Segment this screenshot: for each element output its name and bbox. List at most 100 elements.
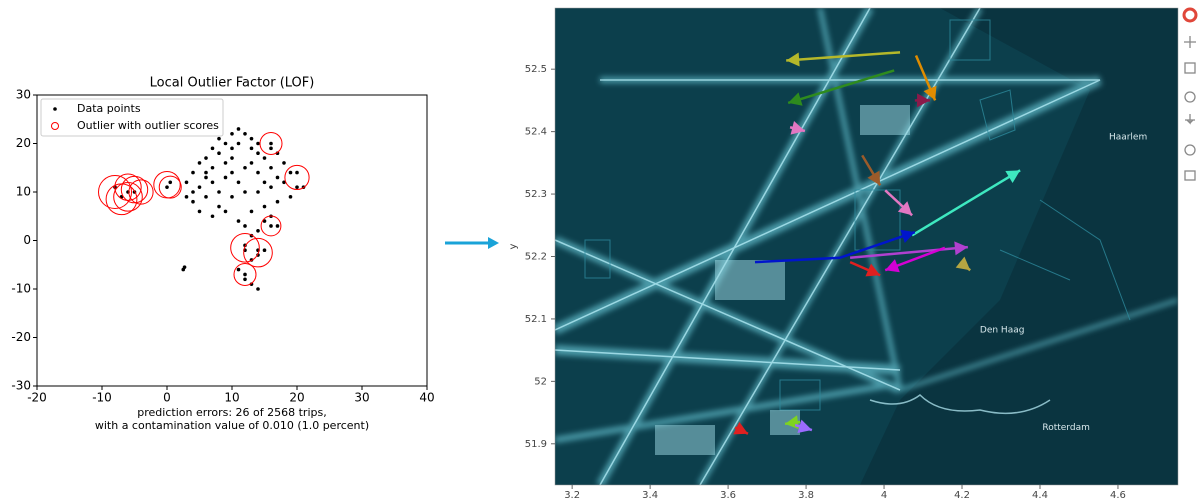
data-point [185,195,189,199]
data-point [256,287,260,291]
data-point [217,151,221,155]
data-point [217,190,221,194]
data-point [237,142,241,146]
data-point [269,142,273,146]
wheel-zoom-tool[interactable] [1185,92,1195,102]
data-point [256,171,260,175]
data-point [256,190,260,194]
connector-arrow [445,237,499,249]
x-tick-label: -20 [27,391,47,405]
screenshot: Local Outlier Factor (LOF)-20-1001020304… [0,0,1200,500]
data-point [198,210,202,214]
data-point [250,161,254,165]
x-tick-label: 10 [224,391,239,405]
y-tick-label: 51.9 [525,439,547,450]
x-axis-label: with a contamination value of 0.010 (1.0… [95,419,369,432]
data-point [230,132,234,136]
x-tick-label: 3.6 [720,490,736,500]
y-tick-label: 52.5 [525,64,547,75]
data-point [204,195,208,199]
data-point [204,176,208,180]
data-point [204,156,208,160]
data-point [289,171,293,175]
place-label: Haarlem [1109,133,1147,143]
data-point [282,161,286,165]
data-point [295,185,299,189]
y-tick-label: 52 [534,376,547,387]
x-tick-label: 3.2 [564,490,580,500]
data-point [191,190,195,194]
x-tick-label: 0 [163,391,171,405]
box-zoom-tool[interactable] [1185,63,1195,73]
data-point [276,176,280,180]
data-point [168,181,172,185]
y-tick-label: 52.3 [525,189,547,200]
x-tick-label: 4 [881,490,887,500]
y-tick-label: 52.1 [525,314,547,325]
map-toolbar [1184,9,1196,180]
data-point [263,156,267,160]
data-point [191,171,195,175]
data-point [263,181,267,185]
data-point [243,132,247,136]
data-point [276,200,280,204]
data-point [250,210,254,214]
hover-tool[interactable] [1185,171,1195,180]
y-tick-label: -20 [11,330,31,344]
x-tick-label: 4.2 [954,490,970,500]
data-point [183,265,187,269]
data-point [224,176,228,180]
data-point [165,185,169,189]
x-tick-label: 20 [289,391,304,405]
data-point [256,151,260,155]
data-point [243,190,247,194]
y-tick-label: 0 [23,233,31,247]
logo [1184,9,1196,21]
y-tick-label: 52.2 [525,251,547,262]
y-tick-label: 20 [16,136,31,150]
x-tick-label: 30 [354,391,369,405]
x-tick-label: 3.4 [642,490,658,500]
data-point [256,229,260,233]
x-tick-label: 4.4 [1032,490,1048,500]
data-point [237,219,241,223]
reset-tool[interactable] [1185,145,1195,155]
y-tick-label: 10 [16,185,31,199]
axes-frame [37,95,427,386]
data-point [263,248,267,252]
data-point [217,137,221,141]
data-point [211,166,215,170]
data-point [243,224,247,228]
x-tick-label: 40 [419,391,434,405]
data-point [230,171,234,175]
data-point [224,210,228,214]
data-point [269,185,273,189]
data-point [276,224,280,228]
x-tick-label: 3.8 [798,490,814,500]
data-point [243,273,247,277]
legend-label: Data points [77,102,141,115]
pan-tool[interactable] [1184,36,1196,48]
place-label: Den Haag [980,326,1025,336]
data-point [269,166,273,170]
legend-label: Outlier with outlier scores [77,119,219,132]
y-tick-label: -30 [11,379,31,393]
y-tick-label: 30 [16,88,31,102]
data-point [237,127,241,131]
data-point [263,205,267,209]
data-point [224,142,228,146]
place-label: Rotterdam [1042,423,1090,433]
x-axis-label: prediction errors: 26 of 2568 trips, [137,406,326,419]
data-point [237,268,241,272]
data-point [256,142,260,146]
data-point [269,147,273,151]
legend-swatch [53,107,57,111]
save-tool[interactable] [1185,114,1195,123]
data-point [230,156,234,160]
data-point [269,224,273,228]
y-tick-label: -10 [11,282,31,296]
x-tick-label: 4.6 [1110,490,1126,500]
data-point [211,214,215,218]
y-axis-label: y [508,243,519,249]
data-point [243,278,247,282]
